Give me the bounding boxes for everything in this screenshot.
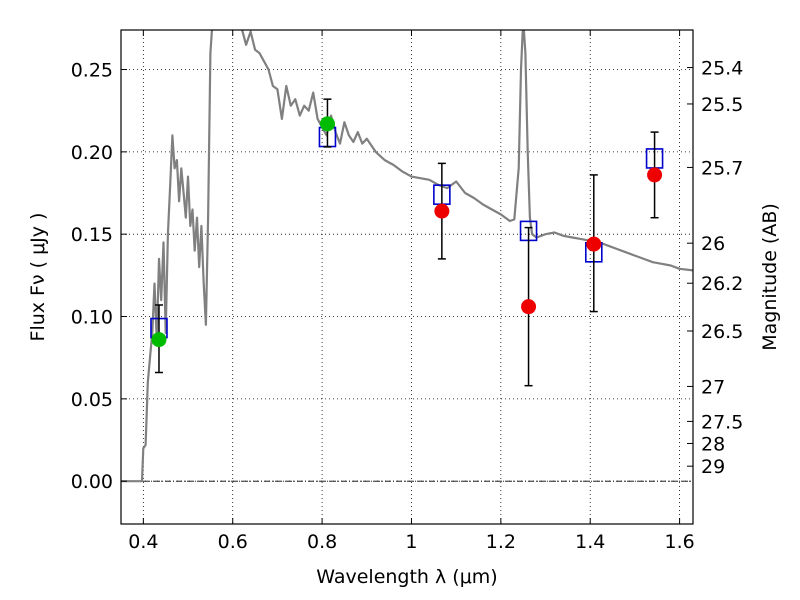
x-axis: 0.4 0.6 0.8 1 1.2 1.4 1.6 — [128, 30, 695, 553]
x-tick-label: 0.4 — [128, 531, 158, 553]
y-axis: 0.00 0.05 0.10 0.15 0.20 0.25 — [71, 60, 127, 493]
red-data-point — [586, 236, 602, 252]
y-axis-title: Flux Fν ( μJy ) — [27, 213, 49, 342]
x-tick-label: 1 — [405, 531, 417, 553]
red-data-point — [434, 203, 450, 219]
magnitude-tick-label: 26.5 — [701, 321, 743, 343]
y-tick-label: 0.05 — [71, 389, 113, 411]
x-tick-label: 0.8 — [307, 531, 337, 553]
y2-axis-title: Magnitude (AB) — [759, 203, 781, 351]
x-tick-label: 1.6 — [664, 531, 694, 553]
magnitude-tick-label: 27 — [701, 376, 725, 398]
magnitude-tick-label: 28 — [701, 433, 725, 455]
x-tick-label: 0.6 — [218, 531, 248, 553]
x-tick-label: 1.4 — [575, 531, 605, 553]
x-axis-title: Wavelength λ (μm) — [316, 566, 497, 588]
y-tick-label: 0.00 — [71, 471, 113, 493]
plot-frame — [120, 29, 694, 525]
y-tick-label: 0.10 — [71, 307, 113, 329]
y-tick-label: 0.20 — [71, 142, 113, 164]
magnitude-tick-label: 29 — [701, 456, 725, 478]
x-tick-label: 1.2 — [486, 531, 516, 553]
red-data-point — [521, 299, 537, 315]
magnitude-tick-label: 27.5 — [701, 411, 743, 433]
red-data-point — [647, 167, 663, 183]
magnitude-tick-label: 26.2 — [701, 273, 743, 295]
plot-area — [121, 30, 693, 483]
y-tick-label: 0.25 — [71, 60, 113, 82]
magnitude-tick-label: 26 — [701, 233, 725, 255]
sed-model-line — [121, 30, 693, 483]
magnitude-tick-label: 25.4 — [701, 58, 743, 80]
magnitude-tick-label: 25.5 — [701, 94, 743, 116]
green-data-point — [319, 116, 335, 132]
green-data-point — [151, 332, 167, 348]
magnitude-tick-label: 25.7 — [701, 157, 743, 179]
y-tick-label: 0.15 — [71, 224, 113, 246]
